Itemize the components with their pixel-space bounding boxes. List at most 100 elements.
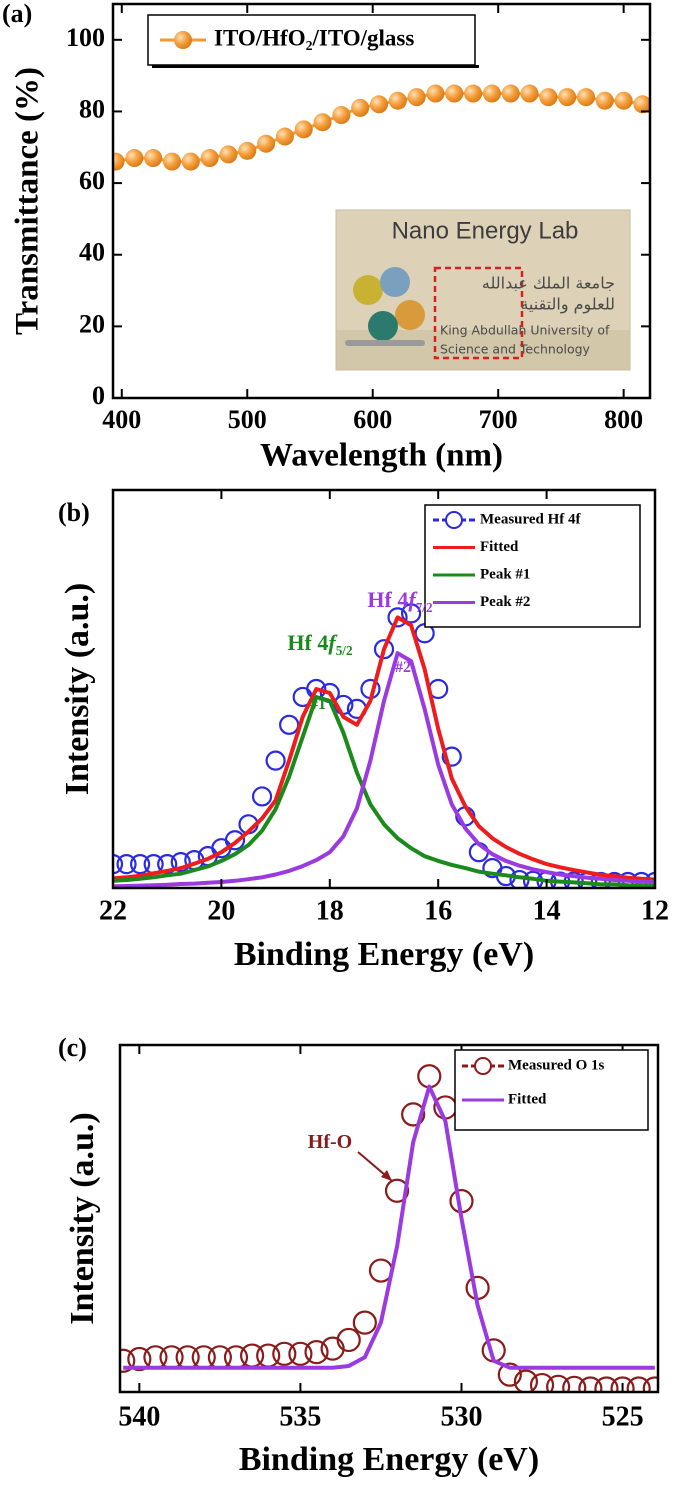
inset-logo-base xyxy=(345,340,425,346)
data-marker xyxy=(401,603,422,624)
inset-text: Science and Technology xyxy=(440,342,591,357)
y-tick-label: 60 xyxy=(79,166,105,195)
data-marker xyxy=(275,127,294,146)
annotation: Hf-O xyxy=(308,1131,352,1153)
panel-label: (b) xyxy=(58,498,90,527)
plot-area xyxy=(113,84,650,171)
annotation-text: Hf-O xyxy=(308,1131,352,1153)
x-tick-label: 12 xyxy=(641,895,669,926)
arrow-head xyxy=(381,1170,392,1181)
data-marker xyxy=(626,1376,651,1392)
data-marker xyxy=(373,639,395,660)
inset-text: للعلوم والتقنية xyxy=(520,295,615,315)
data-marker xyxy=(578,1376,603,1392)
x-tick-label: 20 xyxy=(207,895,235,926)
x-axis-label: Binding Energy (eV) xyxy=(239,1441,539,1478)
annotation-text: Hf 4 xyxy=(367,587,408,612)
data-marker xyxy=(272,1341,297,1366)
data-marker xyxy=(120,1348,136,1373)
legend-marker xyxy=(445,511,463,529)
data-marker xyxy=(113,152,125,171)
x-tick-label: 540 xyxy=(118,1401,160,1432)
inset-logo xyxy=(395,300,425,330)
data-marker xyxy=(352,1310,377,1335)
y-axis-label: Intensity (a.u.) xyxy=(59,583,96,796)
data-marker xyxy=(642,1376,658,1392)
data-marker xyxy=(181,152,200,171)
legend-label: Measured O 1s xyxy=(508,1057,605,1073)
x-tick-label: 22 xyxy=(99,895,127,926)
legend-label: Peak #2 xyxy=(480,594,530,610)
annotation: #2 xyxy=(395,659,411,676)
data-marker xyxy=(157,854,178,875)
annotation: Hf 4f5/2 xyxy=(287,630,353,658)
data-marker xyxy=(170,852,191,873)
inset-highlight xyxy=(433,266,524,360)
data-marker xyxy=(401,1102,426,1127)
x-tick-label: 14 xyxy=(533,895,561,926)
annotation-text: #2 xyxy=(395,659,411,676)
x-axis-label: Wavelength (nm) xyxy=(260,438,503,474)
y-tick-label: 100 xyxy=(66,23,105,52)
data-marker xyxy=(116,854,137,875)
data-marker xyxy=(388,91,407,110)
data-marker xyxy=(558,88,577,107)
x-tick-label: 500 xyxy=(228,405,267,434)
data-marker xyxy=(633,95,650,114)
legend-label: Fitted xyxy=(480,539,519,555)
data-marker xyxy=(595,91,614,110)
legend-marker xyxy=(474,1057,492,1075)
x-axis-label: Binding Energy (eV) xyxy=(234,936,534,973)
x-tick-label: 600 xyxy=(353,405,392,434)
x-tick-label: 525 xyxy=(602,1401,644,1432)
data-marker xyxy=(610,1376,635,1392)
data-marker xyxy=(162,152,181,171)
data-marker xyxy=(125,149,144,168)
data-marker xyxy=(144,149,163,168)
data-marker xyxy=(577,88,596,107)
data-marker xyxy=(294,120,313,139)
y-axis-label: Transmittance (%) xyxy=(10,67,46,335)
plot-area xyxy=(120,1064,658,1392)
x-tick-label: 535 xyxy=(279,1401,321,1432)
data-marker xyxy=(387,607,408,628)
x-tick-label: 400 xyxy=(102,405,141,434)
data-marker xyxy=(288,1341,313,1366)
legend-label: Fitted xyxy=(508,1091,547,1107)
data-marker xyxy=(513,1369,539,1392)
data-marker xyxy=(265,750,286,771)
panel-label: (c) xyxy=(58,1033,87,1062)
legend-marker xyxy=(174,31,192,49)
data-marker xyxy=(426,84,445,103)
plot-frame xyxy=(111,488,657,890)
inset-text: جامعة الملك عبدالله xyxy=(482,274,615,293)
data-marker xyxy=(445,84,464,103)
inset-logo xyxy=(353,275,383,305)
annotation-text: #1 xyxy=(310,696,326,713)
legend-label: ITO/HfO₂/ITO/glass xyxy=(214,25,414,50)
annotation-italic: f xyxy=(328,630,338,655)
data-marker xyxy=(238,141,257,160)
data-marker xyxy=(224,830,246,851)
data-marker xyxy=(562,1375,587,1392)
data-marker xyxy=(332,106,351,125)
inset-logo xyxy=(380,267,410,297)
inset-title: Nano Energy Lab xyxy=(392,217,579,244)
x-tick-label: 18 xyxy=(316,895,344,926)
data-marker xyxy=(546,1374,571,1392)
data-marker xyxy=(529,1372,555,1392)
data-marker xyxy=(520,84,539,103)
y-tick-label: 0 xyxy=(92,381,105,410)
data-marker xyxy=(407,88,426,107)
data-marker xyxy=(279,714,300,735)
data-marker xyxy=(614,91,633,110)
data-marker xyxy=(417,1064,442,1089)
data-marker xyxy=(113,854,124,875)
series-line xyxy=(113,615,655,882)
data-marker xyxy=(304,1339,329,1365)
x-tick-label: 16 xyxy=(424,895,452,926)
inset-text: King Abdullah University of xyxy=(440,323,610,338)
y-tick-label: 80 xyxy=(79,94,105,123)
annotation-subscript: 7/2 xyxy=(416,600,433,615)
